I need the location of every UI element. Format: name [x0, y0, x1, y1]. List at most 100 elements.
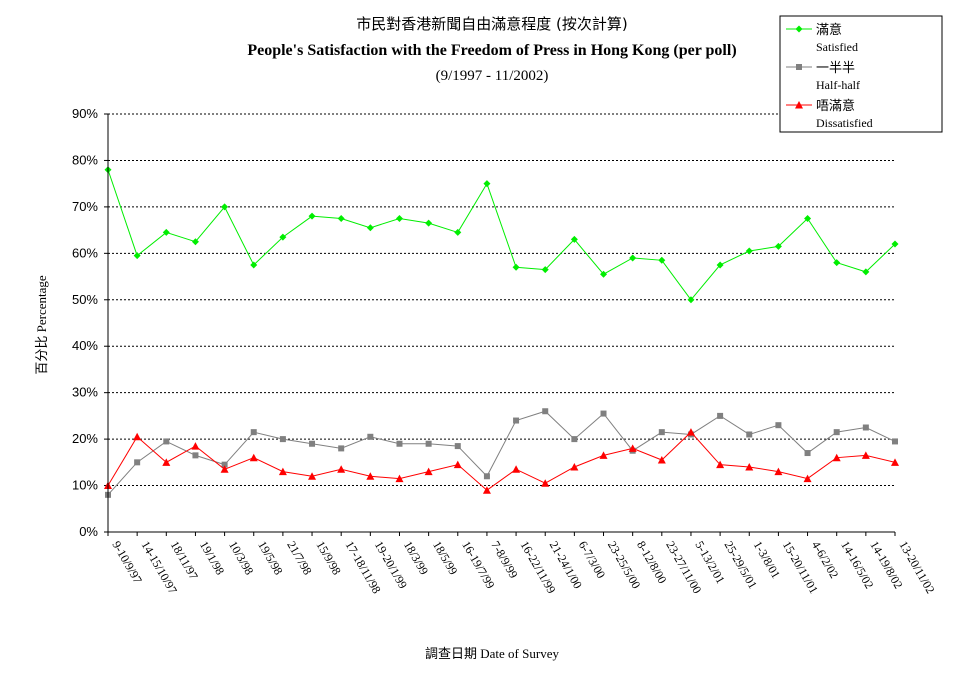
legend-label: 一半半: [816, 61, 855, 76]
data-point: [687, 296, 695, 304]
data-point: [309, 440, 316, 447]
data-point: [425, 440, 432, 447]
x-tick-label: 19/5/98: [255, 539, 285, 578]
data-point: [746, 431, 753, 438]
x-axis-ticks: 9-10/9/9714-15/10/9718/11/9719/1/9810/3/…: [107, 532, 938, 596]
series-line: [107, 431, 896, 491]
data-point: [861, 451, 870, 459]
legend-item: 唔滿意 Dissatisfied: [786, 98, 873, 130]
x-tick-label: 18/5/99: [430, 539, 460, 578]
data-point: [192, 452, 199, 459]
data-point: [804, 215, 812, 222]
data-point: [249, 453, 258, 462]
chart-subtitle: People's Satisfaction with the Freedom o…: [247, 42, 736, 59]
data-point: [163, 438, 170, 445]
y-tick-label: 40%: [72, 338, 98, 353]
x-tick-label: 7-8/9/99: [488, 539, 520, 581]
legend-label: 唔滿意: [816, 98, 855, 114]
data-point: [308, 212, 316, 220]
chart-period: (9/1997 - 11/2002): [436, 68, 549, 84]
data-point: [367, 433, 374, 440]
data-point: [279, 233, 287, 241]
data-point: [162, 458, 171, 466]
data-point: [570, 235, 578, 243]
data-point: [337, 465, 346, 473]
data-point: [395, 215, 403, 222]
x-tick-label: 6-7/3/00: [576, 539, 608, 581]
y-axis-ticks: 0% 10% 20% 30% 40% 50% 60% 70% 80% 90%: [72, 106, 108, 539]
data-point: [891, 240, 899, 248]
data-point: [716, 460, 725, 469]
legend-label-en: Dissatisfied: [816, 116, 873, 130]
data-point: [513, 417, 520, 424]
data-point: [221, 203, 229, 211]
y-tick-label: 20%: [72, 431, 98, 446]
x-axis-label: 調查日期 Date of Survey: [425, 646, 559, 661]
data-point: [454, 443, 461, 450]
legend-label-en: Half-half: [816, 78, 860, 92]
data-point: [892, 438, 898, 445]
series-line: [107, 169, 896, 301]
data-point: [308, 472, 317, 480]
x-tick-label: 18/3/99: [401, 539, 431, 578]
data-point: [657, 456, 666, 464]
data-point: [570, 462, 579, 471]
data-point: [774, 242, 782, 250]
y-tick-label: 0%: [79, 524, 98, 539]
data-point: [454, 228, 462, 236]
legend-box: [779, 15, 943, 133]
x-tick-label: 13-20/11/02: [896, 539, 937, 596]
data-point: [512, 465, 521, 473]
series-satisfied: [104, 166, 899, 304]
data-point: [804, 450, 811, 457]
data-point: [424, 467, 433, 476]
data-point: [599, 451, 608, 459]
data-point: [512, 263, 520, 271]
data-point: [745, 462, 754, 471]
data-point: [366, 224, 374, 232]
data-point: [133, 432, 142, 441]
data-point: [221, 461, 228, 468]
x-tick-label: 10/3/98: [226, 539, 256, 578]
series-line: [107, 410, 896, 496]
data-point: [133, 252, 141, 260]
data-point: [191, 442, 200, 450]
y-axis-label: 百分比 Percentage: [34, 275, 49, 375]
data-point: [191, 238, 199, 246]
gridlines: [108, 113, 895, 487]
data-point: [774, 467, 783, 476]
data-point: [338, 445, 345, 452]
series-dissatisfied: [104, 428, 899, 494]
series-layer: [104, 166, 899, 498]
data-point: [833, 429, 840, 436]
data-point: [658, 256, 666, 264]
data-point: [396, 440, 403, 447]
series-half-half: [105, 408, 898, 498]
data-point: [162, 228, 170, 236]
data-point: [453, 460, 462, 469]
y-tick-label: 10%: [72, 478, 98, 493]
legend-label: 滿意: [816, 22, 842, 38]
x-tick-label: 21/7/98: [284, 539, 314, 578]
data-point: [542, 408, 549, 415]
legend-item: 滿意 Satisfied: [786, 22, 858, 54]
data-point: [250, 429, 257, 436]
data-point: [628, 444, 637, 452]
data-point: [134, 459, 141, 466]
y-tick-label: 30%: [72, 385, 98, 400]
y-tick-label: 50%: [72, 292, 98, 307]
data-point: [832, 453, 841, 462]
data-point: [600, 270, 608, 278]
data-point: [337, 215, 345, 222]
data-point: [395, 474, 404, 483]
data-point: [629, 254, 637, 262]
data-point: [600, 410, 607, 417]
data-point: [745, 247, 753, 255]
x-tick-label: 1-3/8/01: [751, 539, 783, 581]
y-tick-label: 90%: [72, 106, 98, 121]
data-point: [425, 219, 433, 227]
legend: 滿意 Satisfied 一半半 Half-half 唔滿意 Dissatisfied: [779, 15, 943, 133]
x-tick-label: 19/1/98: [197, 539, 227, 578]
data-point: [803, 474, 812, 483]
